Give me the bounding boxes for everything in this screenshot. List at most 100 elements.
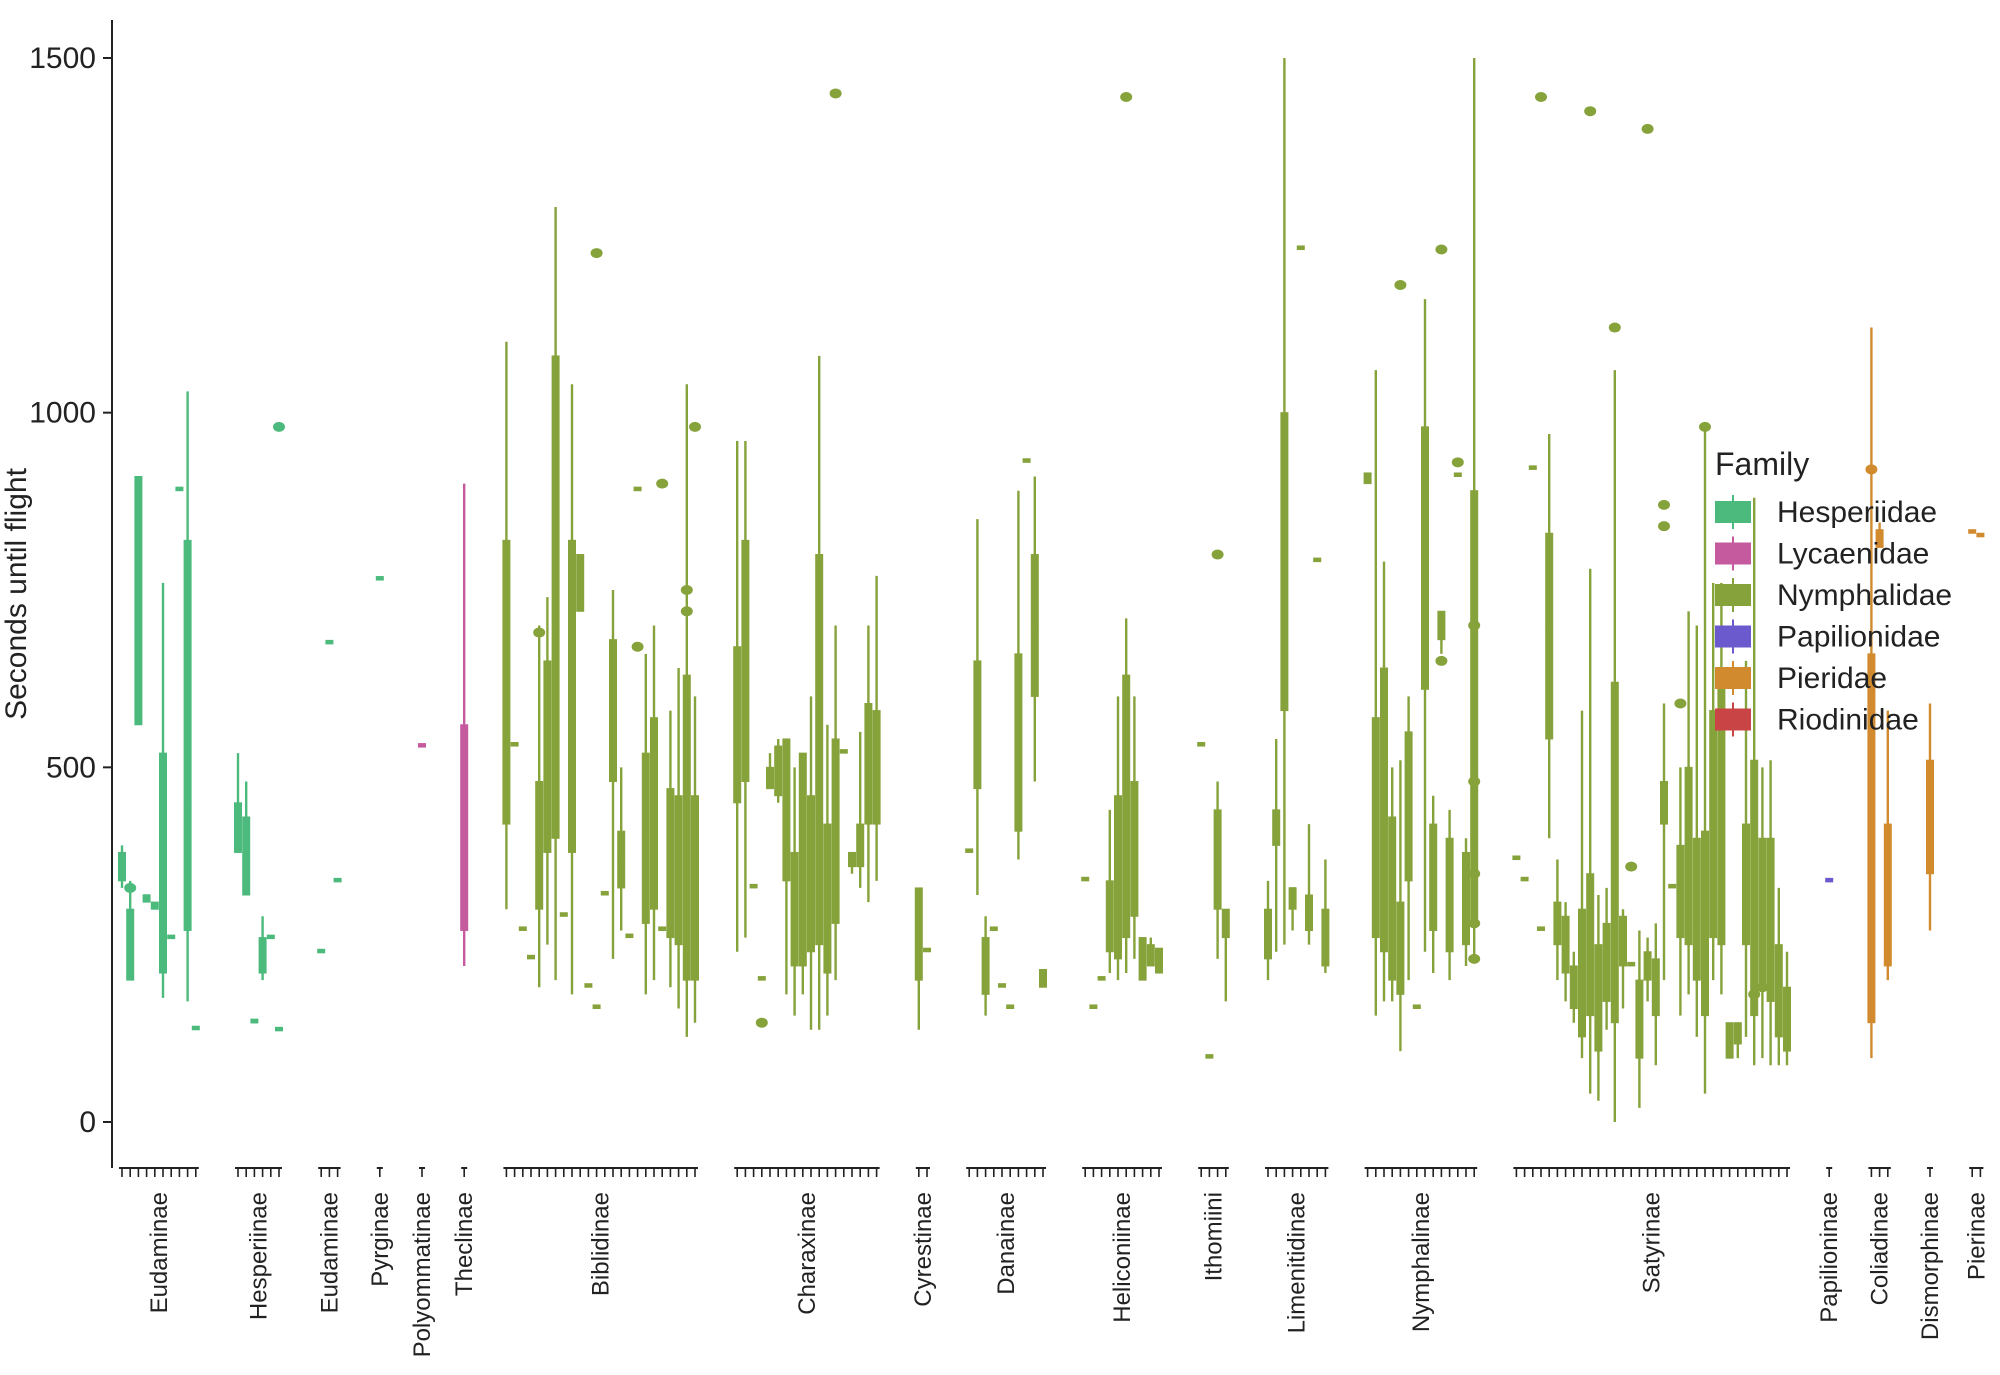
outlier-point — [1435, 655, 1448, 666]
box-satyrinae-4 — [1535, 92, 1547, 931]
box-body — [1380, 667, 1388, 953]
x-tick-label: Heliconiinae — [1109, 1192, 1136, 1323]
y-axis: 0 500 1000 1500 — [29, 20, 113, 1168]
box-heliconiinae-7 — [1130, 696, 1139, 959]
x-tick-label: Dismorphinae — [1917, 1192, 1944, 1340]
box-cyrestinae-2 — [923, 947, 931, 953]
y-tick-label: 1000 — [29, 397, 96, 430]
x-tick-label: Hesperiinae — [246, 1192, 273, 1320]
x-group-danainae: Danainae — [966, 1167, 1046, 1295]
box-body — [682, 674, 691, 981]
box-body — [1305, 894, 1313, 931]
box-body — [1264, 908, 1272, 960]
box-body — [914, 887, 923, 981]
legend-label: Nymphalidae — [1777, 579, 1952, 612]
box-biblidinae-6 — [543, 597, 552, 945]
box-heliconiinae-4 — [1105, 809, 1114, 974]
box-body — [1766, 837, 1775, 1002]
box-charaxinae-16 — [856, 731, 865, 888]
box-eudaminae-9 — [183, 391, 192, 1002]
box-body — [502, 539, 511, 825]
box-hesperiinae-6 — [273, 421, 285, 1032]
box-eudaminae-5 — [150, 901, 159, 910]
box-biblidinae-11 — [584, 983, 593, 988]
x-tick-label: Biblidinae — [588, 1192, 615, 1296]
x-tick-label: Ithomiini — [1201, 1192, 1228, 1281]
outlier-point — [656, 478, 669, 489]
outlier-point — [1625, 861, 1638, 872]
box-body — [766, 766, 774, 790]
box-biblidinae-10 — [576, 554, 585, 612]
box-danainae-2 — [973, 519, 982, 896]
outlier-point — [1699, 421, 1711, 432]
box-charaxinae-9 — [798, 752, 807, 995]
box-satyrinae-19 — [1658, 499, 1670, 981]
outlier-point — [1394, 279, 1407, 290]
box-body — [782, 738, 791, 882]
outlier-point — [1658, 499, 1670, 510]
x-tick-label: Cyrestinae — [910, 1192, 937, 1307]
box-body — [1594, 944, 1603, 1052]
box-body — [1462, 851, 1470, 946]
box-body — [1429, 823, 1438, 931]
box-body — [1321, 908, 1330, 967]
x-group-coliadinae: Coliadinae — [1867, 1167, 1894, 1305]
box-body — [1692, 837, 1701, 981]
box-danainae-3 — [981, 916, 990, 1016]
box-limenitidinae-7 — [1313, 557, 1322, 563]
x-tick-label: Limenitidinae — [1284, 1192, 1311, 1333]
box-nymphalinae-5 — [1394, 279, 1407, 1052]
box-nymphalinae-4 — [1388, 767, 1397, 1002]
box-body — [1750, 759, 1759, 1017]
box-body — [1875, 529, 1884, 548]
box-nymphalinae-6 — [1404, 696, 1413, 981]
box-body — [1280, 412, 1289, 712]
box-body — [1709, 710, 1718, 939]
x-tick-label: Charaxinae — [794, 1192, 821, 1315]
box-body — [134, 476, 143, 726]
box-satyrinae-8 — [1569, 951, 1578, 1023]
box-body — [242, 816, 251, 896]
box-coliadinae-3 — [1883, 710, 1892, 981]
box-coliadinae-1 — [1865, 327, 1878, 1059]
box-biblidinae-18 — [641, 653, 650, 995]
x-group-satyrinae: Satyrinae — [1513, 1167, 1790, 1293]
legend-label: Pieridae — [1777, 662, 1887, 695]
box-body — [1363, 472, 1372, 485]
box-body — [1684, 766, 1693, 946]
legend-item-lycaenidae: Lycaenidae — [1715, 536, 1929, 571]
box-biblidinae-20 — [656, 478, 669, 931]
box-biblidinae-13 — [600, 890, 609, 896]
box-biblidinae-16 — [625, 933, 634, 939]
box-heliconiinae-2 — [1089, 1004, 1098, 1010]
box-biblidinae-23 — [680, 384, 693, 1037]
box-body — [142, 894, 151, 903]
box-danainae-7 — [1014, 490, 1023, 860]
x-group-eudaminae: Eudaminae — [119, 1167, 199, 1313]
box-biblidinae-8 — [559, 912, 568, 917]
box-body — [1396, 901, 1405, 995]
x-group-limenitidinae: Limenitidinae — [1265, 1167, 1329, 1333]
box-body — [234, 802, 242, 853]
x-group-papilioninae: Papilioninae — [1816, 1167, 1843, 1323]
box-nymphalinae-7 — [1412, 1004, 1421, 1010]
box-body — [1602, 922, 1611, 1002]
box-biblidinae-7 — [551, 206, 560, 981]
outlier-point — [590, 248, 603, 259]
box-body — [864, 702, 873, 825]
outlier-point — [1658, 521, 1670, 532]
box-body — [1470, 490, 1479, 924]
box-satyrinae-2 — [1520, 876, 1529, 882]
box-body — [609, 639, 617, 783]
legend-label: Lycaenidae — [1777, 538, 1929, 571]
plot-area — [118, 58, 1985, 1122]
box-satyrinae-3 — [1528, 465, 1537, 470]
box-eudaminae-2 — [124, 880, 137, 981]
box-satyrinae-13 — [1608, 322, 1621, 1122]
box-satyrinae-23 — [1692, 625, 1701, 1037]
outlier-point — [1641, 123, 1654, 134]
x-tick-label: Polyommatinae — [409, 1192, 436, 1357]
box-body — [1883, 823, 1892, 967]
outlier-point — [533, 627, 546, 638]
